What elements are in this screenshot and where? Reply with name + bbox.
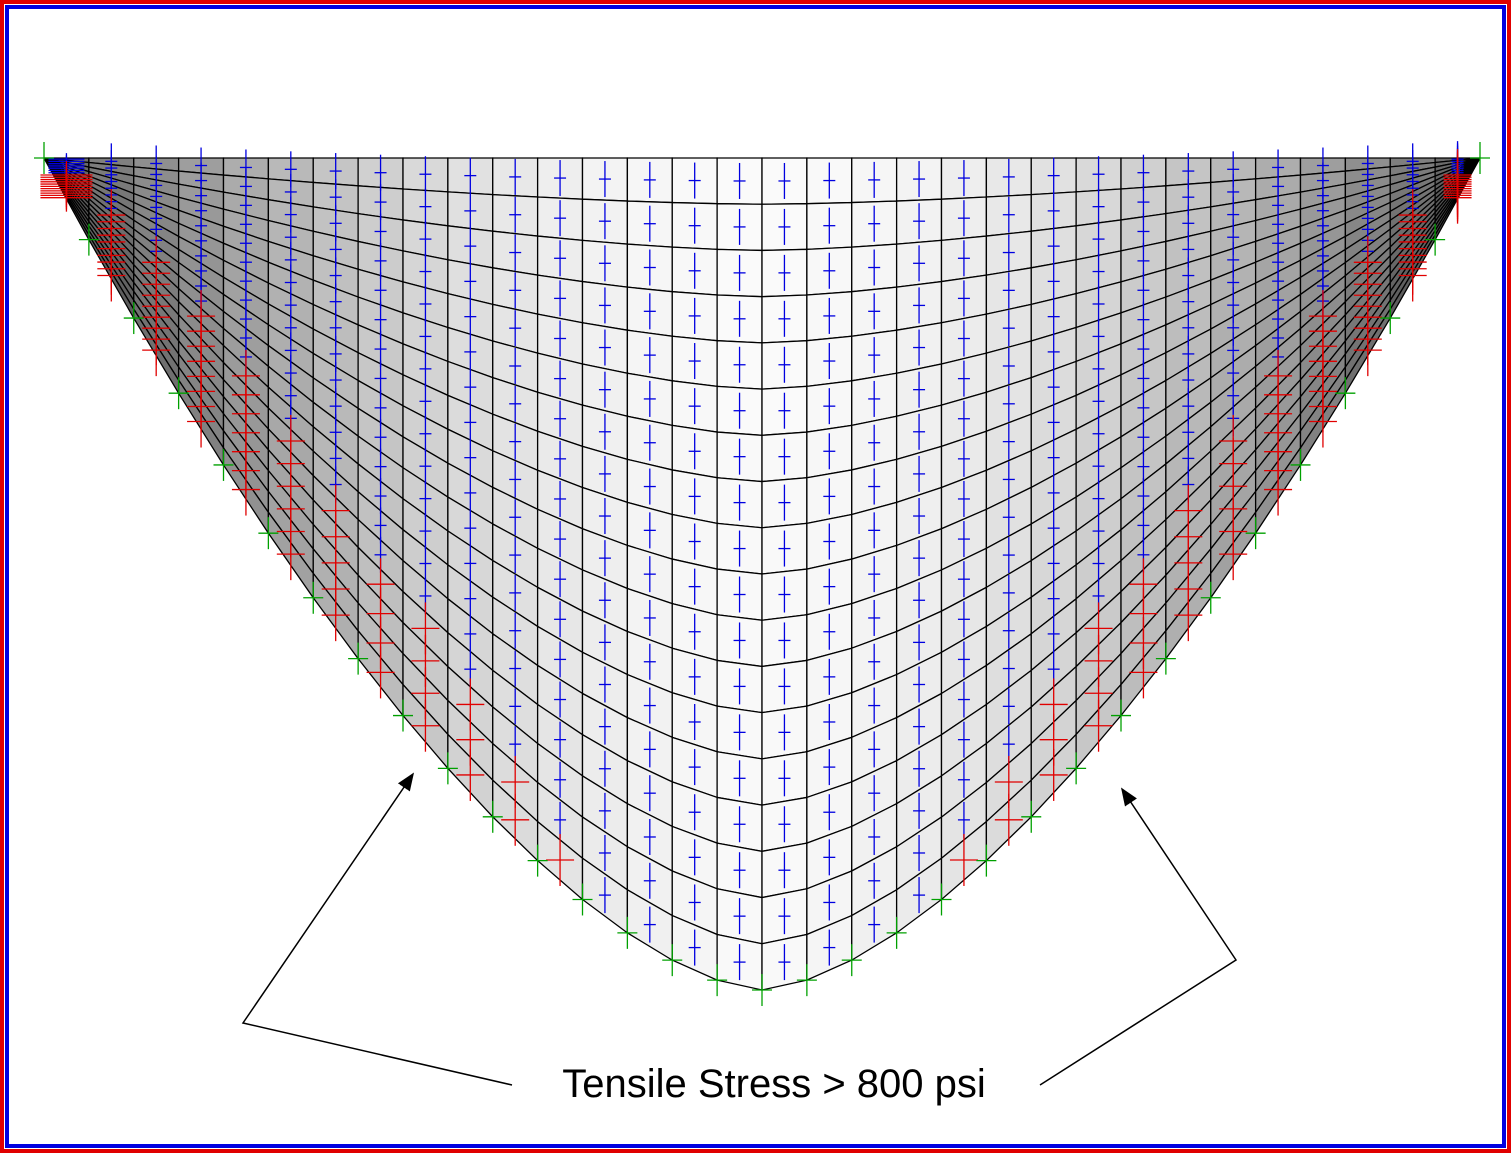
model-view: Tensile Stress > 800 psi	[0, 0, 1511, 1153]
annotation: Tensile Stress > 800 psi	[562, 1062, 986, 1106]
